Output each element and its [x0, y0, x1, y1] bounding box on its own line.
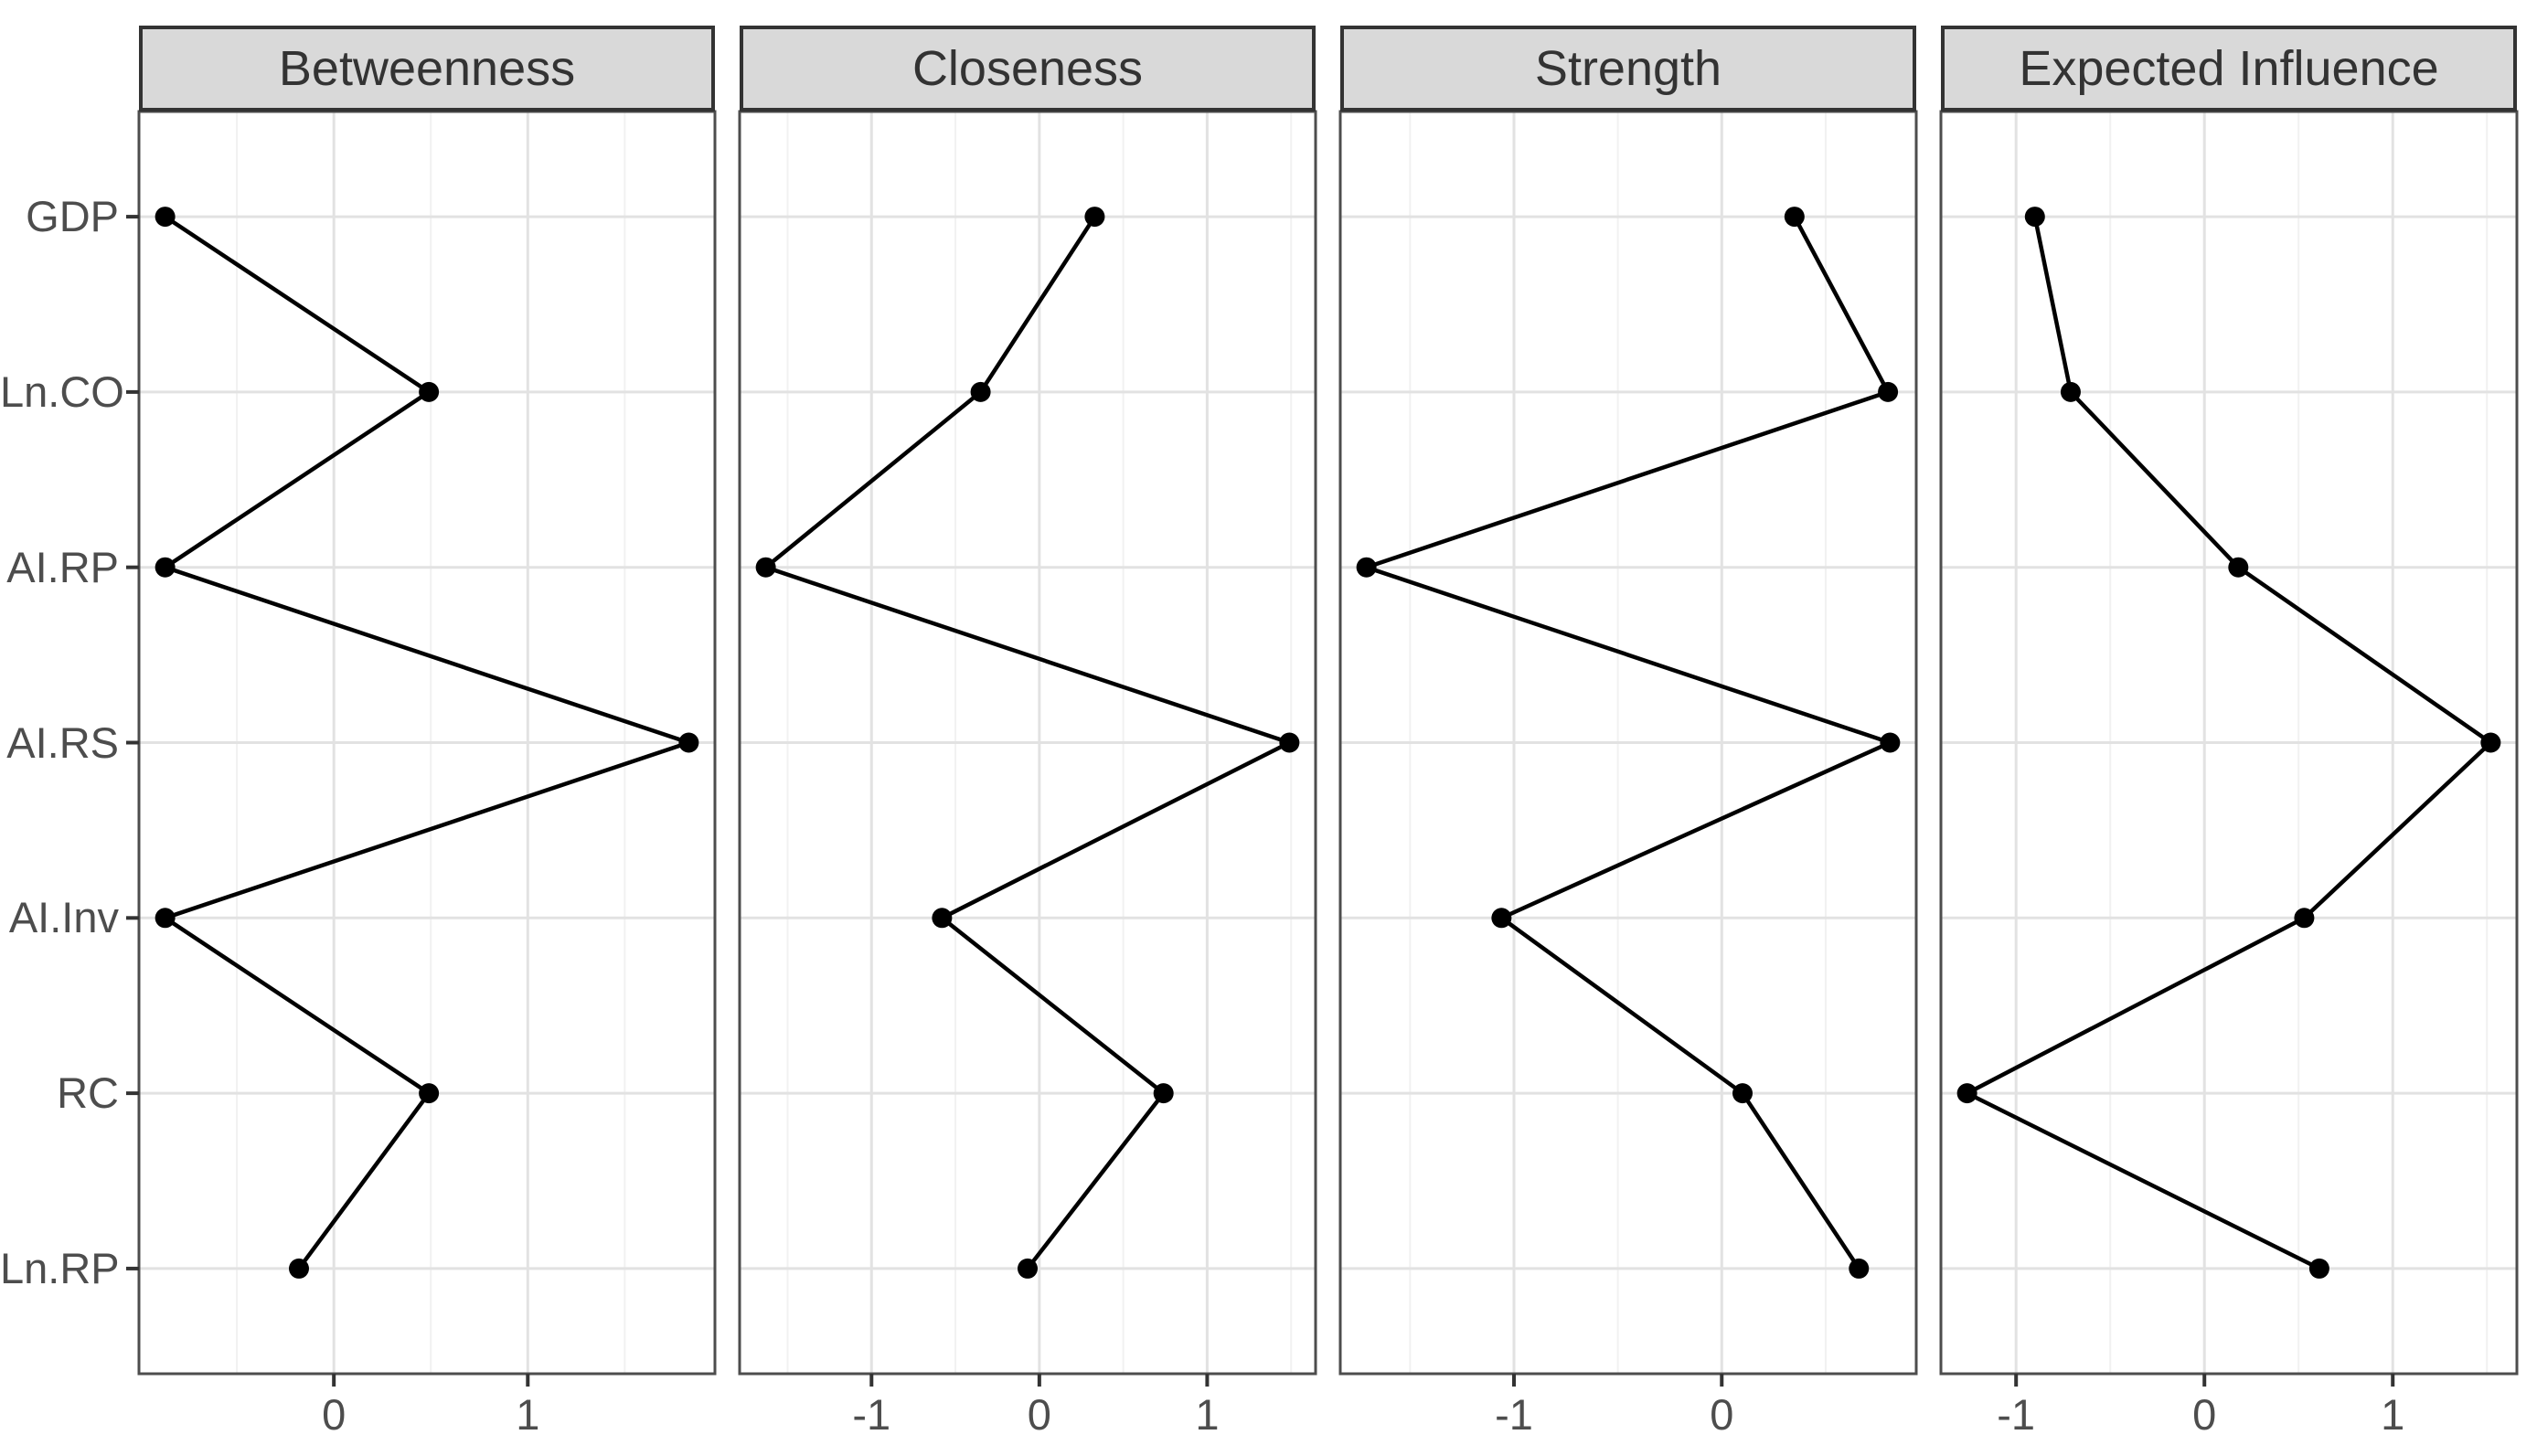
data-point	[155, 207, 176, 228]
facet-strip-expected-influence: Expected Influence	[1941, 26, 2517, 112]
data-point	[755, 557, 776, 578]
facet-title: Betweenness	[278, 41, 576, 96]
data-point	[932, 908, 953, 929]
data-point	[155, 557, 176, 578]
data-point	[1491, 908, 1512, 929]
y-axis-label-lnco: Ln.CO	[0, 367, 124, 416]
data-point	[2294, 908, 2315, 929]
data-point	[678, 732, 699, 753]
y-axis-label-lnrp: Ln.RP	[0, 1243, 120, 1292]
facet-strip-betweenness: Betweenness	[139, 26, 715, 112]
data-point	[1849, 1258, 1870, 1279]
data-point	[155, 908, 176, 929]
data-point	[1878, 381, 1899, 402]
facet-title: Expected Influence	[2019, 41, 2439, 96]
data-point	[2024, 207, 2045, 228]
data-point	[2228, 557, 2249, 578]
data-point	[2480, 732, 2501, 753]
data-point	[970, 381, 991, 402]
data-point	[2308, 1258, 2329, 1279]
facet-title: Strength	[1534, 41, 1722, 96]
data-point	[419, 1083, 440, 1104]
x-tick-label: -1	[852, 1390, 891, 1439]
panel-border	[738, 110, 1317, 1376]
y-axis-label-airp: AI.RP	[6, 542, 119, 591]
data-point	[1153, 1083, 1174, 1104]
data-point	[1956, 1083, 1977, 1104]
panel-border	[1338, 110, 1918, 1376]
data-point	[419, 381, 440, 402]
data-point	[1279, 732, 1300, 753]
data-point	[1732, 1083, 1753, 1104]
x-tick-label: 1	[2381, 1390, 2405, 1439]
data-point	[1084, 207, 1105, 228]
x-tick-label: -1	[1495, 1390, 1533, 1439]
x-tick-label: 1	[516, 1390, 540, 1439]
data-point	[2060, 381, 2081, 402]
facet-strip-strength: Strength	[1340, 26, 1916, 112]
data-point	[1356, 557, 1377, 578]
x-tick-label: 0	[1027, 1390, 1051, 1439]
x-tick-label: 1	[1195, 1390, 1220, 1439]
y-axis-label-aiinv: AI.Inv	[8, 893, 119, 942]
data-point	[1880, 732, 1901, 753]
data-point	[1784, 207, 1805, 228]
x-tick-label: 0	[1710, 1390, 1734, 1439]
y-axis-label-rc: RC	[57, 1068, 119, 1118]
data-point	[1018, 1258, 1038, 1279]
x-tick-label: 0	[322, 1390, 346, 1439]
y-axis-label-airs: AI.RS	[6, 717, 119, 767]
panel-border	[1939, 110, 2519, 1376]
y-axis-label-gdp: GDP	[26, 192, 119, 241]
facet-strip-closeness: Closeness	[740, 26, 1316, 112]
data-point	[289, 1258, 309, 1279]
x-tick-label: 0	[2192, 1390, 2217, 1439]
x-tick-label: -1	[1997, 1390, 2036, 1439]
facet-title: Closeness	[911, 41, 1144, 96]
